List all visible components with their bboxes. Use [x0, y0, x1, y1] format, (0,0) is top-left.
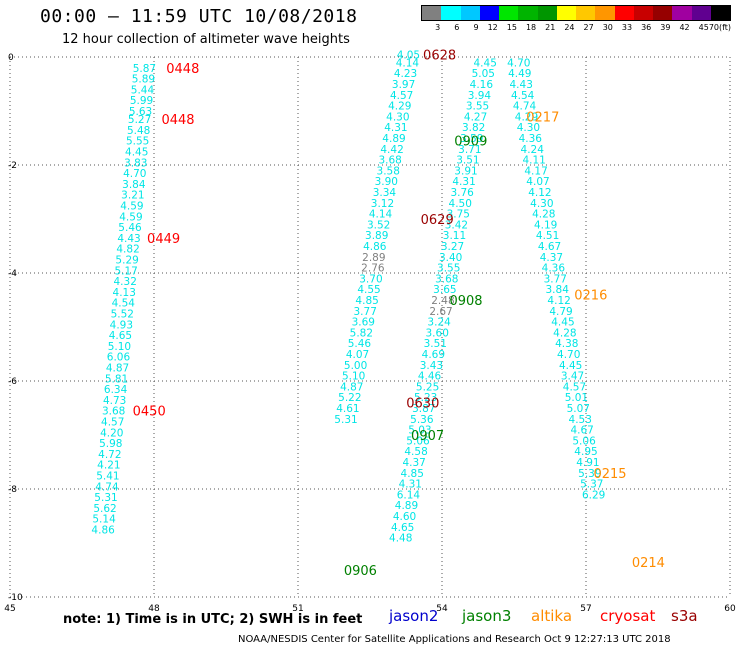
- legend-tick: 24: [555, 23, 574, 32]
- legend-swatch: [634, 6, 653, 20]
- footer-credit: NOAA/NESDIS Center for Satellite Applica…: [238, 634, 671, 645]
- legend-tick: 42: [670, 23, 689, 32]
- legend-tick: 45: [690, 23, 709, 32]
- pass-time-label: 0908: [449, 294, 482, 309]
- pass-time-label: 0628: [423, 48, 456, 63]
- legend-swatch: [538, 6, 557, 20]
- legend-swatch: [672, 6, 691, 20]
- y-tick-label: -4: [8, 269, 17, 279]
- legend-swatch: [615, 6, 634, 20]
- legend-swatches: [421, 5, 731, 21]
- x-tick-label: 57: [580, 604, 591, 614]
- y-tick-label: 0: [8, 53, 14, 63]
- legend-ticks: 3 6 9 12 15 18 21 24 27 30 33 36 39 42 45 70(ft): [421, 23, 731, 32]
- legend-tick: 70(ft): [709, 23, 731, 32]
- x-tick-label: 45: [4, 604, 15, 614]
- legend-swatch: [557, 6, 576, 20]
- pass-time-label: 0217: [526, 110, 559, 125]
- x-tick-label: 60: [724, 604, 736, 614]
- legend-tick: 18: [517, 23, 536, 32]
- satellite-label-jason2: jason2: [389, 607, 438, 625]
- pass-time-label: 0216: [574, 289, 607, 304]
- pass-time-label: 0448: [166, 62, 199, 77]
- color-legend: 3 6 9 12 15 18 21 24 27 30 33 36 39 42 45 70(ft): [421, 5, 731, 32]
- swh-value: 6.29: [582, 489, 605, 501]
- legend-swatch: [692, 6, 711, 20]
- y-tick-label: -2: [8, 161, 17, 171]
- pass-time-label: 0907: [411, 429, 444, 444]
- legend-tick: 36: [632, 23, 651, 32]
- satellite-label-s3a: s3a: [671, 607, 698, 625]
- y-tick-label: -6: [8, 377, 17, 387]
- pass-time-label: 0449: [147, 232, 180, 247]
- legend-swatch: [518, 6, 537, 20]
- swh-value: 4.48: [389, 533, 412, 545]
- legend-tick: 33: [613, 23, 632, 32]
- wave-height-chart: 45 48 51 54 57 600-2-4-6-8-105.875.895.445.99…: [0, 0, 740, 650]
- swh-value: 4.86: [91, 525, 115, 537]
- legend-swatch: [499, 6, 518, 20]
- satellite-label-altika: altika: [531, 607, 572, 625]
- satellite-label-cryosat: cryosat: [600, 607, 655, 625]
- swh-value: 5.31: [334, 414, 357, 426]
- legend-tick: 15: [498, 23, 517, 32]
- chart-subtitle: 12 hour collection of altimeter wave hei…: [62, 32, 350, 47]
- legend-tick: 21: [536, 23, 555, 32]
- pass-time-label: 0906: [344, 564, 377, 579]
- pass-time-label: 0630: [406, 397, 439, 412]
- legend-swatch: [653, 6, 672, 20]
- legend-swatch: [480, 6, 499, 20]
- pass-time-label: 0450: [133, 405, 166, 420]
- y-tick-label: -10: [8, 593, 23, 603]
- note-text: note: 1) Time is in UTC; 2) SWH is in fe…: [63, 612, 362, 627]
- legend-swatch: [711, 6, 730, 20]
- pass-time-label: 0214: [632, 556, 665, 571]
- legend-swatch: [576, 6, 595, 20]
- legend-tick: 12: [479, 23, 498, 32]
- legend-swatch: [461, 6, 480, 20]
- legend-tick: 3: [421, 23, 440, 32]
- legend-tick: 27: [575, 23, 594, 32]
- legend-swatch: [441, 6, 460, 20]
- pass-time-label: 0448: [161, 113, 194, 128]
- legend-swatch: [595, 6, 614, 20]
- legend-tick: 9: [459, 23, 478, 32]
- legend-tick: 6: [440, 23, 459, 32]
- pass-time-label: 0215: [593, 467, 626, 482]
- satellite-label-jason3: jason3: [462, 607, 511, 625]
- pass-time-label: 0909: [454, 135, 487, 150]
- legend-tick: 39: [651, 23, 670, 32]
- pass-time-label: 0629: [421, 213, 454, 228]
- chart-title: 00:00 – 11:59 UTC 10/08/2018: [40, 6, 357, 27]
- y-tick-label: -8: [8, 485, 17, 495]
- legend-swatch: [422, 6, 441, 20]
- legend-tick: 30: [594, 23, 613, 32]
